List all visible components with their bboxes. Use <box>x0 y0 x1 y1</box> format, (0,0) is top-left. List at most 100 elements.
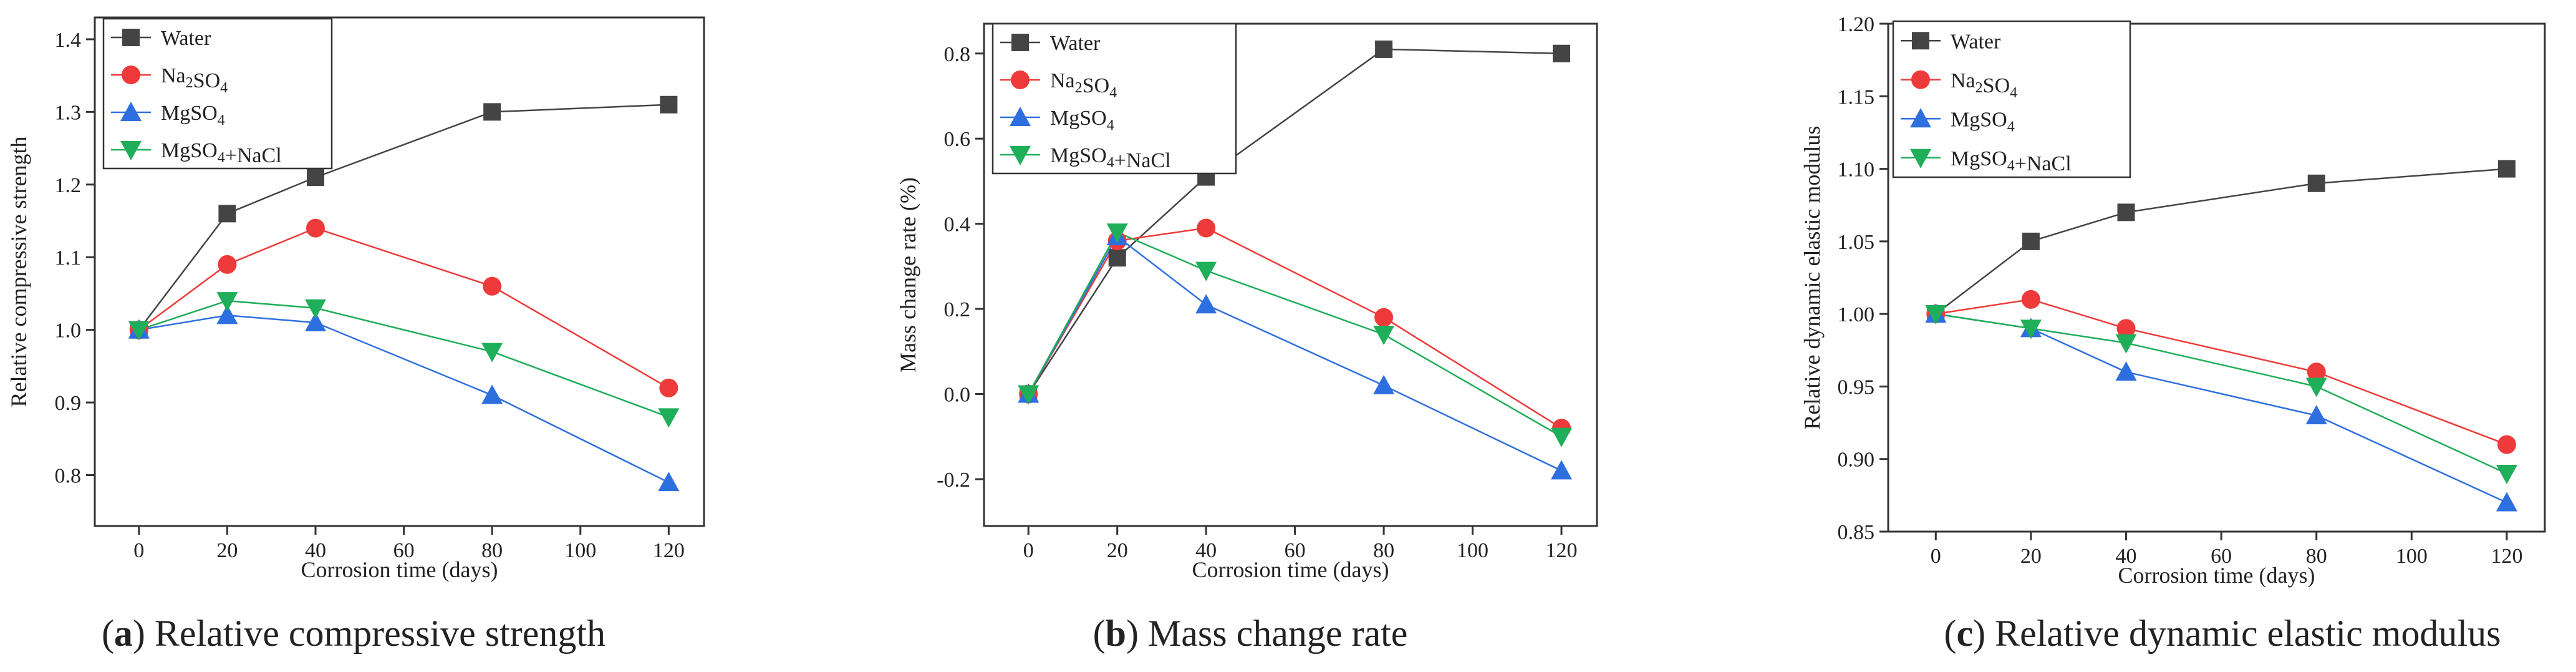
x-axis-title: Corrosion time (days) <box>1192 557 1389 582</box>
chart-panel-c: 0 20 40 60 80 100 120 0.85 0.90 0.95 1.00 1.05 1.10 1… <box>1800 13 2546 654</box>
legend-marker <box>120 141 142 160</box>
data-point <box>1375 40 1393 58</box>
data-point <box>1195 261 1217 281</box>
y-tick-label: 1.3 <box>55 101 82 124</box>
panel-caption: (b) Mass change rate <box>1093 613 1408 654</box>
y-tick-label: 0.8 <box>944 43 971 66</box>
legend: Water Na2SO4 MgSO4 MgSO4+NaCl <box>1892 20 2131 178</box>
data-point <box>1195 294 1217 314</box>
legend-frame <box>1892 20 2131 178</box>
y-tick-label: 0.9 <box>55 392 82 415</box>
legend-label: MgSO4 <box>1050 107 1114 134</box>
y-tick-label: 1.15 <box>1838 85 1875 109</box>
x-tick-label: 60 <box>1285 539 1306 562</box>
legend-label: Water <box>1951 30 2001 53</box>
legend-label: MgSO4+NaCl <box>161 139 282 167</box>
legend-label: MgSO4 <box>161 102 225 129</box>
x-tick-label: 40 <box>2116 545 2137 568</box>
legend-marker <box>122 29 140 46</box>
data-point <box>1374 308 1394 327</box>
x-tick-label: 100 <box>564 539 596 562</box>
x-tick-label: 20 <box>216 539 238 562</box>
legend-label: Na2SO4 <box>1951 69 2017 101</box>
legend-label: Water <box>161 27 211 50</box>
series-line-na2so4 <box>1028 227 1562 429</box>
legend: Water Na2SO4 MgSO4 MgSO4+NaCl <box>991 22 1237 175</box>
data-point <box>2022 232 2040 250</box>
data-point <box>658 472 680 492</box>
series-line-water <box>1935 168 2507 315</box>
data-point <box>1925 305 1947 325</box>
legend-marker <box>1910 108 1931 128</box>
legend-label: MgSO4+NaCl <box>1050 144 1171 172</box>
y-tick-label: 1.0 <box>55 319 82 343</box>
y-tick-label: 1.2 <box>55 174 82 197</box>
data-point <box>218 255 237 274</box>
x-tick-label: 80 <box>2306 545 2327 568</box>
y-axis-title: Relative dynamic elastic modulus <box>1800 126 1825 430</box>
x-tick-label: 40 <box>1195 539 1217 562</box>
data-point <box>659 378 678 397</box>
plot-frame <box>1887 22 2546 533</box>
x-tick-label: 0 <box>133 539 144 562</box>
chart-panel-b: 0 20 40 60 80 100 120 -0.2 0.0 0.2 0.4 0.6 0.8 Corros… <box>895 22 1598 654</box>
y-axis-title: Relative compressive strength <box>6 137 31 407</box>
legend-marker <box>122 66 140 84</box>
data-point <box>1551 460 1573 480</box>
data-point <box>481 343 503 363</box>
y-axis-title: Mass change rate (%) <box>895 177 920 373</box>
legend-marker <box>120 102 142 121</box>
y-tick-label: -0.2 <box>937 469 970 492</box>
data-point <box>2497 435 2516 454</box>
data-point <box>483 103 501 121</box>
x-tick-label: 20 <box>2020 545 2042 568</box>
y-tick-label: 1.00 <box>1838 303 1875 326</box>
x-axis-title: Corrosion time (days) <box>301 557 498 582</box>
panel-caption: (a) Relative compressive strength <box>102 613 605 654</box>
legend-frame <box>102 17 333 170</box>
y-tick-label: 0.95 <box>1838 376 1875 399</box>
data-point <box>1373 374 1395 394</box>
data-point <box>1551 427 1573 447</box>
data-point <box>1018 385 1040 405</box>
y-tick-label: 0.6 <box>944 128 971 151</box>
data-point <box>128 321 150 341</box>
x-tick-label: 0 <box>1023 539 1034 562</box>
y-tick-label: 1.05 <box>1838 231 1875 254</box>
data-point <box>2305 404 2327 424</box>
series-line-na2so4 <box>138 227 669 389</box>
data-point <box>216 304 238 324</box>
data-point <box>2117 203 2135 222</box>
data-point <box>2497 160 2516 178</box>
data-point <box>1373 326 1395 346</box>
data-point <box>306 168 324 187</box>
legend-marker <box>1911 70 1930 89</box>
data-point <box>216 292 238 312</box>
legend-marker <box>1011 34 1029 51</box>
y-tick-label: 0.0 <box>944 384 971 407</box>
x-tick-label: 80 <box>481 539 503 562</box>
data-point <box>1553 44 1571 62</box>
legend-label: MgSO4+NaCl <box>1951 147 2072 175</box>
y-tick-label: 1.1 <box>55 246 82 270</box>
x-tick-label: 60 <box>393 539 415 562</box>
data-point <box>306 218 325 238</box>
data-point <box>2496 464 2517 484</box>
x-tick-label: 20 <box>1107 539 1128 562</box>
plot-frame <box>983 22 1598 527</box>
y-tick-label: 0.90 <box>1838 449 1875 472</box>
legend-frame <box>991 22 1237 175</box>
legend-label: MgSO4 <box>1951 108 2015 135</box>
legend-marker <box>1010 146 1031 165</box>
data-point <box>2307 174 2325 192</box>
data-point <box>1106 223 1128 243</box>
data-point <box>304 312 326 331</box>
x-axis-title: Corrosion time (days) <box>2118 563 2315 588</box>
plot-frame <box>94 16 705 527</box>
x-tick-label: 120 <box>2491 545 2522 568</box>
data-point <box>2115 334 2137 354</box>
x-tick-label: 40 <box>305 539 326 562</box>
panel-caption: (c) Relative dynamic elastic modulus <box>1944 613 2501 654</box>
data-point <box>2116 319 2136 338</box>
